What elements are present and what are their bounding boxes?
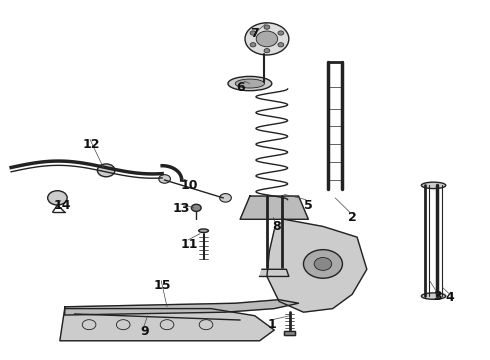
Polygon shape bbox=[60, 309, 274, 341]
Circle shape bbox=[314, 257, 332, 270]
Polygon shape bbox=[267, 219, 367, 312]
Text: 11: 11 bbox=[180, 238, 198, 251]
Ellipse shape bbox=[228, 76, 272, 91]
Polygon shape bbox=[65, 300, 298, 315]
Circle shape bbox=[159, 175, 171, 183]
Circle shape bbox=[256, 31, 278, 47]
Circle shape bbox=[278, 42, 284, 47]
Circle shape bbox=[192, 204, 201, 211]
Text: 3: 3 bbox=[433, 289, 442, 303]
Ellipse shape bbox=[235, 79, 265, 88]
Circle shape bbox=[278, 31, 284, 35]
Ellipse shape bbox=[421, 182, 446, 189]
Bar bbox=[285, 331, 295, 336]
Text: 15: 15 bbox=[153, 279, 171, 292]
Polygon shape bbox=[240, 196, 308, 219]
Text: 8: 8 bbox=[272, 220, 281, 233]
Text: 13: 13 bbox=[173, 202, 190, 215]
Bar bbox=[285, 331, 295, 336]
Circle shape bbox=[250, 42, 256, 47]
Text: 14: 14 bbox=[53, 198, 71, 212]
Circle shape bbox=[264, 25, 270, 29]
Circle shape bbox=[264, 49, 270, 53]
Polygon shape bbox=[260, 269, 289, 276]
Circle shape bbox=[48, 191, 67, 205]
Text: 12: 12 bbox=[83, 138, 100, 151]
Text: 4: 4 bbox=[445, 291, 454, 305]
Circle shape bbox=[245, 23, 289, 55]
Ellipse shape bbox=[199, 229, 208, 233]
Circle shape bbox=[98, 164, 115, 177]
Text: 9: 9 bbox=[141, 325, 149, 338]
Text: 5: 5 bbox=[304, 198, 313, 212]
Circle shape bbox=[303, 249, 343, 278]
Circle shape bbox=[250, 31, 256, 35]
Text: 1: 1 bbox=[268, 318, 276, 331]
Text: 10: 10 bbox=[180, 179, 198, 192]
Text: 2: 2 bbox=[348, 211, 357, 224]
Circle shape bbox=[220, 194, 231, 202]
Text: 7: 7 bbox=[250, 27, 259, 40]
Text: 6: 6 bbox=[236, 81, 245, 94]
Ellipse shape bbox=[421, 293, 446, 299]
